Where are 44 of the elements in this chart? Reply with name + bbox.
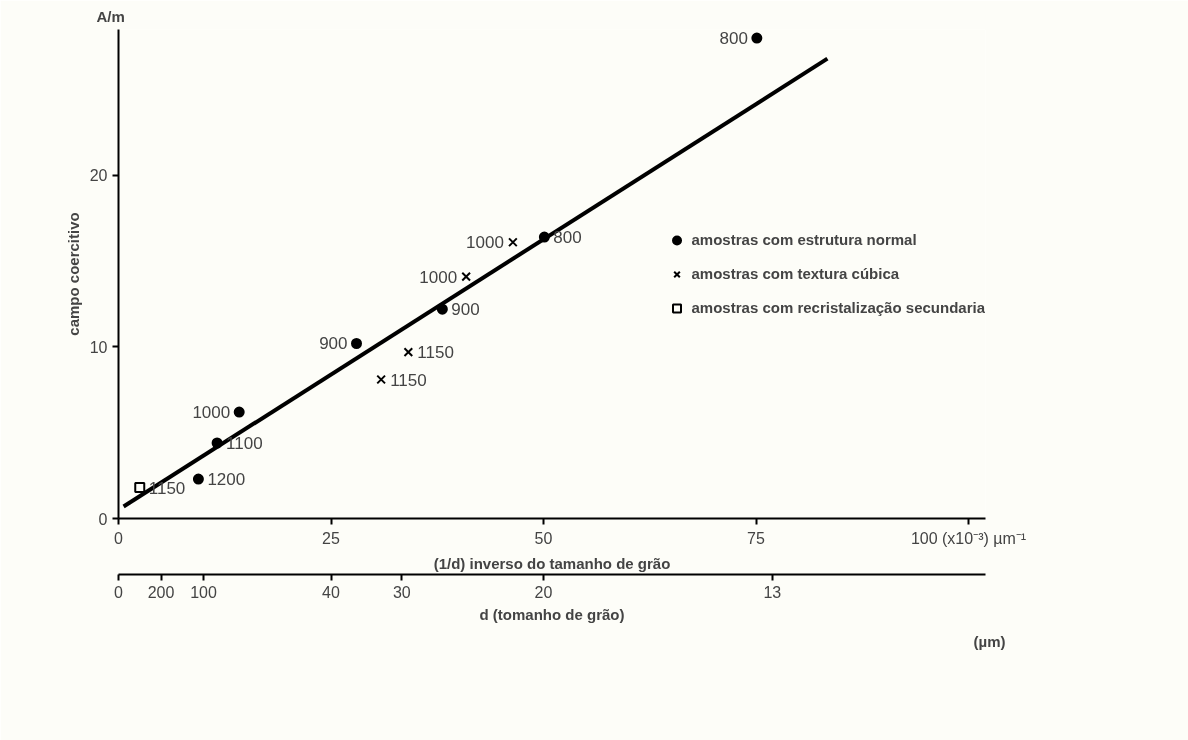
annotation: 1100 bbox=[226, 434, 263, 454]
annotation: 1150 bbox=[417, 343, 454, 363]
legend-label: amostras com estrutura normal bbox=[691, 231, 917, 248]
annotation: 1000 bbox=[419, 267, 458, 287]
x-tick-label: 75 bbox=[747, 529, 765, 547]
y-tick-label: 10 bbox=[89, 338, 108, 356]
point bbox=[461, 271, 472, 282]
point bbox=[233, 406, 245, 418]
y-tick-label: 20 bbox=[89, 167, 108, 185]
point bbox=[192, 473, 204, 485]
point bbox=[376, 374, 387, 385]
legend-label: amostras com recristalização secundaria bbox=[691, 299, 985, 316]
text: 100 bbox=[190, 583, 217, 601]
x2-axis-title: d (tomanho de grão) bbox=[479, 605, 625, 623]
x-tick-label: 25 bbox=[322, 529, 340, 547]
text: 40 bbox=[322, 583, 340, 601]
x-tick-label: 50 bbox=[534, 529, 553, 547]
annotation: 900 bbox=[319, 334, 348, 354]
annotation: 1200 bbox=[207, 470, 246, 490]
point bbox=[508, 237, 518, 248]
text: 13 bbox=[763, 583, 782, 601]
text: 20 bbox=[534, 583, 553, 601]
x-axis-title: (1/d) inverso do tamanho de grão bbox=[433, 554, 671, 572]
annotation: 1150 bbox=[148, 478, 186, 498]
text: (µm) bbox=[973, 632, 1006, 650]
annotation: 900 bbox=[451, 300, 480, 320]
legend-label: amostras com textura cúbica bbox=[691, 265, 900, 282]
text: 30 bbox=[392, 583, 411, 601]
annotation: 800 bbox=[553, 228, 582, 248]
text: 0 bbox=[114, 583, 124, 601]
annotation: 1000 bbox=[466, 233, 504, 253]
point bbox=[403, 347, 414, 357]
y-tick-label: 0 bbox=[98, 510, 108, 528]
point bbox=[351, 338, 362, 349]
point bbox=[134, 482, 146, 494]
annotation: 1000 bbox=[192, 403, 231, 423]
point bbox=[751, 32, 763, 44]
annotation: 800 bbox=[719, 29, 748, 49]
text: 200 bbox=[147, 583, 175, 601]
x-tick-label: 0 bbox=[114, 529, 124, 547]
text: A/m bbox=[96, 7, 125, 25]
y-axis-title: campo coercitivo bbox=[64, 212, 82, 336]
x-tick-label: 100 (x10⁻³) µm⁻¹ bbox=[910, 529, 1027, 547]
annotation: 1150 bbox=[390, 370, 427, 390]
